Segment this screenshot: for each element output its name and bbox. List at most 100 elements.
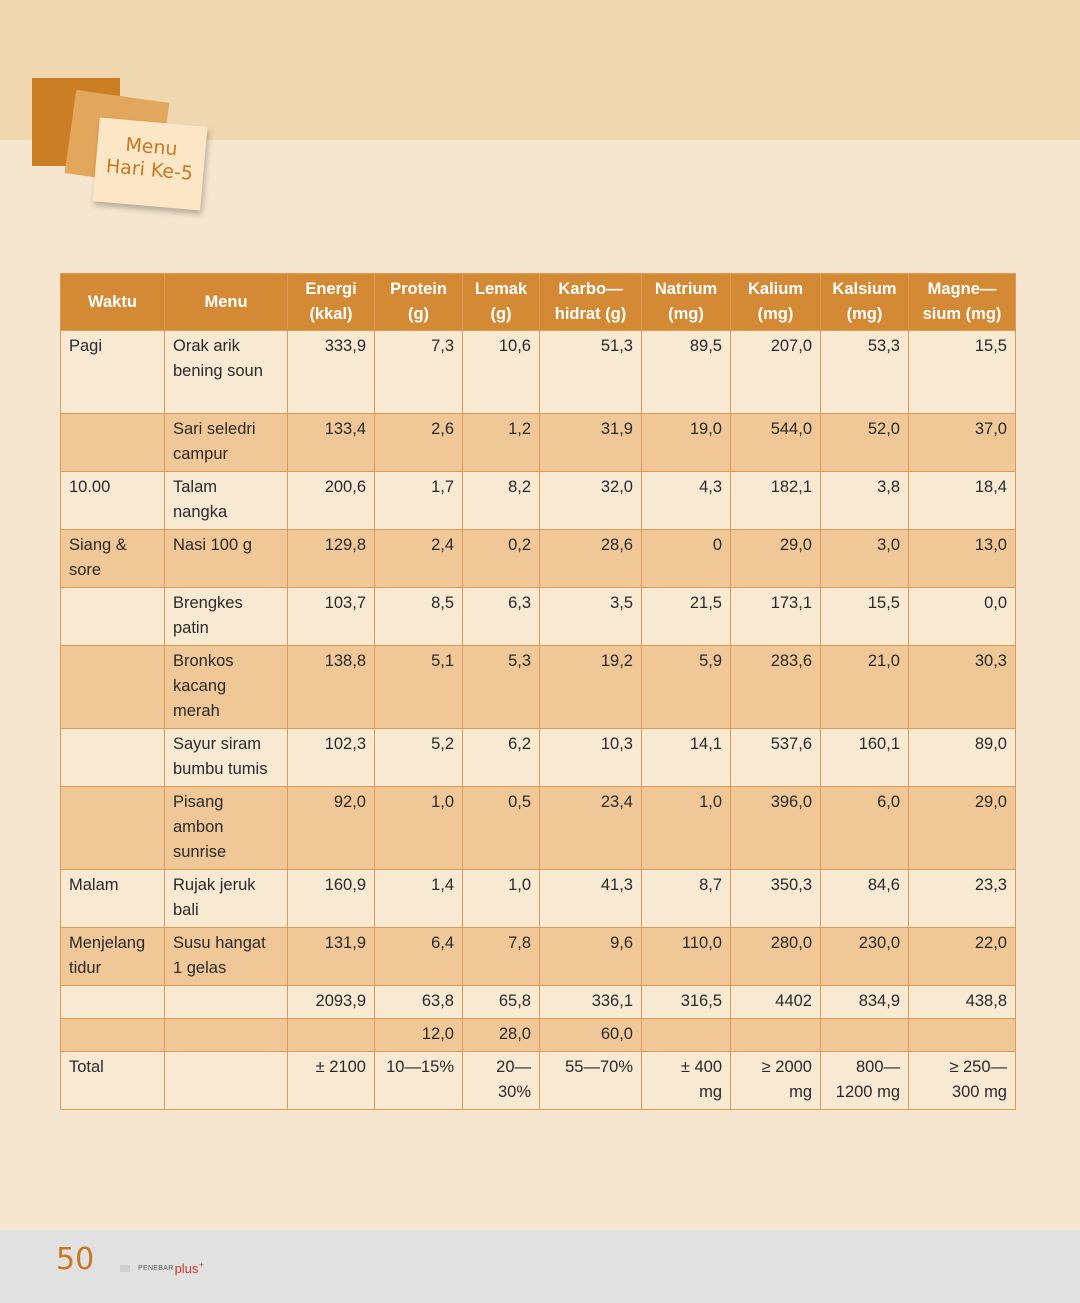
value-cell: 10,3 (539, 728, 642, 787)
value-cell: 28,0 (462, 1018, 540, 1052)
menu-cell-line: Pisang (173, 793, 224, 811)
value-cell: 1,0 (641, 786, 731, 870)
menu-cell-line: kacang (173, 677, 227, 695)
column-header: Kalium (mg) (730, 273, 821, 331)
column-header-line: (mg) (757, 305, 794, 323)
menu-cell (164, 1051, 288, 1110)
waktu-cell-line: tidur (69, 959, 102, 977)
value-cell: 8,7 (641, 869, 731, 928)
table-row: Pagi Orak arik bening soun 333,9 7,3 10,6 51,3… (60, 330, 1016, 414)
waktu-cell (60, 645, 165, 729)
value-cell: 65,8 (462, 985, 540, 1019)
value-cell: 0,0 (908, 587, 1016, 646)
waktu-cell: 10.00 (60, 471, 165, 530)
value-cell: 23,4 (539, 786, 642, 870)
value-cell: 280,0 (730, 927, 821, 986)
value-cell: 28,6 (539, 529, 642, 588)
value-cell: 131,9 (287, 927, 375, 986)
value-cell: 29,0 (730, 529, 821, 588)
menu-cell: Talam nangka (164, 471, 288, 530)
column-header-line: Natrium (654, 280, 718, 298)
menu-cell-line: campur (173, 445, 229, 463)
waktu-cell (60, 786, 165, 870)
value-cell: ± 2100 (287, 1051, 375, 1110)
value-cell: 102,3 (287, 728, 375, 787)
menu-cell-line: bumbu tumis (173, 760, 268, 778)
value-cell: 333,9 (287, 330, 375, 414)
menu-cell: Orak arik bening soun (164, 330, 288, 414)
menu-cell-line: Nasi 100 g (173, 536, 252, 554)
menu-cell-line: merah (173, 702, 220, 720)
value-cell: ± 400 mg (641, 1051, 731, 1110)
value-cell: 19,0 (641, 413, 731, 472)
column-header-line: Protein (390, 280, 447, 298)
value-cell: 4402 (730, 985, 821, 1019)
column-header-line: sium (mg) (922, 305, 1002, 323)
value-cell: 12,0 (374, 1018, 463, 1052)
value-cell: 1,4 (374, 869, 463, 928)
value-cell: 800— 1200 mg (820, 1051, 909, 1110)
value-cell: 160,1 (820, 728, 909, 787)
column-header-line: (g) (490, 305, 512, 323)
waktu-cell-line: Siang & (69, 536, 127, 554)
column-header: Lemak (g) (462, 273, 540, 331)
column-header-line: Kalium (747, 280, 803, 298)
value-cell: 2093,9 (287, 985, 375, 1019)
menu-cell-line: patin (173, 619, 209, 637)
menu-cell-line: Sari seledri (173, 420, 256, 438)
menu-cell-line: bening soun (173, 362, 263, 380)
value-cell: 8,5 (374, 587, 463, 646)
value-cell: 350,3 (730, 869, 821, 928)
value-cell: 84,6 (820, 869, 909, 928)
value-cell: 110,0 (641, 927, 731, 986)
value-cell: 15,5 (820, 587, 909, 646)
value-cell: 23,3 (908, 869, 1016, 928)
waktu-cell: Malam (60, 869, 165, 928)
waktu-cell (60, 728, 165, 787)
value-cell: 92,0 (287, 786, 375, 870)
menu-cell-line: Orak arik (173, 337, 240, 355)
value-cell (730, 1018, 821, 1052)
value-cell: 0,5 (462, 786, 540, 870)
value-cell: 2,6 (374, 413, 463, 472)
value-cell: 1,0 (374, 786, 463, 870)
value-cell: 544,0 (730, 413, 821, 472)
value-cell: 5,3 (462, 645, 540, 729)
waktu-cell-line: Pagi (69, 337, 103, 355)
value-cell: 3,8 (820, 471, 909, 530)
table-row: Total ± 2100 10—15% 20— 30% 55—70% ± 400 mg ≥ … (60, 1051, 1016, 1110)
table-row: Pisang ambon sunrise 92,0 1,0 0,5 23,4 1,0 396,0… (60, 786, 1016, 870)
menu-cell-line: bali (173, 901, 199, 919)
column-header: Kalsium (mg) (820, 273, 909, 331)
value-cell: 20— 30% (462, 1051, 540, 1110)
value-cell: 396,0 (730, 786, 821, 870)
value-cell: 129,8 (287, 529, 375, 588)
menu-day-badge: Menu Hari Ke-5 (0, 0, 260, 240)
menu-cell: Brengkes patin (164, 587, 288, 646)
value-cell: 15,5 (908, 330, 1016, 414)
value-cell: 55—70% (539, 1051, 642, 1110)
nutrition-table: Waktu Menu Energi (kkal) Protein (g) Lemak (g) K… (60, 273, 1016, 1110)
column-header: Karbo— hidrat (g) (539, 273, 642, 331)
value-cell: 1,0 (462, 869, 540, 928)
value-cell: 6,2 (462, 728, 540, 787)
waktu-cell-line: Menjelang (69, 934, 146, 952)
value-cell: 13,0 (908, 529, 1016, 588)
column-header-line: hidrat (g) (554, 305, 627, 323)
menu-cell-line: Brengkes (173, 594, 243, 612)
value-cell: 60,0 (539, 1018, 642, 1052)
column-header-line: Kalsium (832, 280, 897, 298)
value-cell: 6,3 (462, 587, 540, 646)
badge-card: Menu Hari Ke-5 (92, 117, 208, 211)
column-header-line: (g) (407, 305, 430, 323)
table-row: 10.00 Talam nangka 200,6 1,7 8,2 32,0 4,3 182,1 3… (60, 471, 1016, 530)
value-cell: 19,2 (539, 645, 642, 729)
value-cell: 537,6 (730, 728, 821, 787)
value-cell: 63,8 (374, 985, 463, 1019)
waktu-cell (60, 413, 165, 472)
value-cell: 37,0 (908, 413, 1016, 472)
menu-cell (164, 985, 288, 1019)
value-cell: 200,6 (287, 471, 375, 530)
table-row: Brengkes patin 103,7 8,5 6,3 3,5 21,5 173,1 15,5… (60, 587, 1016, 646)
waktu-cell (60, 1018, 165, 1052)
